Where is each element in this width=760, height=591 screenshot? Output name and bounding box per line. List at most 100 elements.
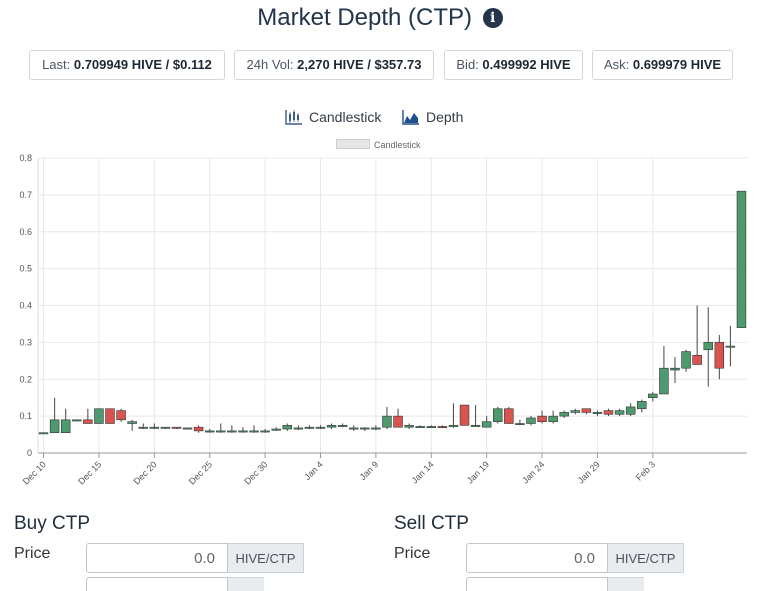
candle-body	[625, 406, 636, 415]
sell-section-title: Sell CTP	[394, 513, 469, 534]
x-tick-label: Feb 3	[634, 459, 657, 482]
candle-body	[581, 408, 592, 413]
candle-body	[493, 408, 503, 422]
x-tick-label: Jan 24	[520, 459, 546, 485]
candle-body	[60, 419, 71, 434]
buy-price-input[interactable]: 0.0	[86, 543, 228, 573]
candle-body	[304, 426, 315, 429]
candle-body	[736, 190, 747, 328]
buy-amount-input[interactable]	[86, 577, 228, 591]
y-tick-label: 0	[27, 448, 32, 458]
candle-body	[648, 393, 658, 398]
candle-body	[548, 415, 558, 422]
stat-last-price: Last: 0.709949 HIVE / $0.112	[29, 50, 225, 80]
x-tick-label: Dec 25	[187, 459, 214, 486]
candle-body	[238, 430, 248, 433]
candle-body	[448, 425, 459, 427]
candle-body	[38, 432, 49, 435]
candle-body	[614, 410, 625, 415]
stat-24h-volume: 24h Vol: 2,270 HIVE / $357.73	[234, 50, 434, 80]
candle-body	[371, 427, 381, 430]
legend-swatch	[336, 139, 370, 149]
sell-amount-unit	[608, 577, 644, 591]
candle-body	[714, 342, 725, 369]
candle-body	[393, 415, 403, 428]
candle-body	[437, 426, 448, 428]
candle-body	[216, 430, 226, 433]
candle-body	[382, 415, 392, 428]
sell-price-label: Price	[394, 545, 431, 562]
candle-body	[681, 351, 691, 369]
x-tick-label: Dec 10	[21, 459, 48, 486]
buy-amount-unit	[228, 577, 264, 591]
stat-last-value: 0.709949 HIVE / $0.112	[73, 57, 212, 72]
candle-body	[149, 426, 160, 429]
market-stats-bar: Last: 0.709949 HIVE / $0.112 24h Vol: 2,…	[0, 50, 760, 80]
candle-body	[227, 430, 237, 433]
candle-body	[603, 410, 614, 415]
chart-type-tabs: Candlestick Depth	[0, 106, 760, 128]
candle-body	[83, 419, 93, 424]
candle-body	[171, 426, 182, 429]
candle-body	[515, 423, 525, 426]
candle-body	[348, 427, 359, 430]
y-tick-label: 0.3	[19, 337, 32, 347]
candlestick-chart: 0 0.1 0.2 0.3 0.4 0.5 0.6 0.7 0.8 Dec 10 Dec 15 Dec…	[19, 153, 747, 487]
stat-ask: Ask: 0.699979 HIVE	[592, 50, 733, 80]
buy-section-title: Buy CTP	[14, 513, 91, 534]
y-tick-label: 0.8	[19, 153, 32, 163]
candle-body	[415, 426, 425, 428]
candle-body	[426, 426, 437, 428]
candle-body	[260, 430, 270, 433]
stat-bid: Bid: 0.499992 HIVE	[444, 50, 583, 80]
stat-ask-value: 0.699979 HIVE	[632, 57, 722, 72]
candle-body	[116, 410, 126, 421]
candle-body	[182, 427, 193, 430]
candle-body	[470, 425, 481, 427]
x-tick-label: Jan 29	[576, 459, 602, 485]
tab-depth-label: Depth	[426, 109, 464, 125]
y-tick-label: 0.1	[19, 411, 32, 421]
candle-body	[559, 412, 569, 417]
info-circle-icon[interactable]: i	[482, 8, 503, 28]
legend-label: Candlestick	[374, 140, 421, 150]
candle-body	[105, 408, 115, 424]
y-tick-label: 0.4	[19, 301, 32, 311]
x-tick-label: Jan 4	[302, 459, 325, 482]
candle-body	[692, 354, 702, 365]
buy-price-unit: HIVE/CTP	[228, 543, 304, 573]
sell-price-input[interactable]: 0.0	[466, 543, 608, 573]
candle-body	[637, 401, 647, 410]
stat-bid-label: Bid:	[456, 57, 483, 72]
candle-body	[404, 425, 414, 428]
candle-body	[138, 426, 148, 429]
tab-candlestick-label: Candlestick	[309, 109, 382, 125]
candle-body	[592, 412, 603, 414]
stat-last-label: Last:	[42, 57, 74, 72]
candle-body	[315, 426, 326, 429]
candle-body	[326, 425, 337, 428]
tab-depth[interactable]: Depth	[402, 106, 463, 128]
candle-body	[337, 425, 348, 427]
candle-body	[659, 367, 669, 395]
tab-candlestick[interactable]: Candlestick	[285, 106, 381, 128]
buy-price-label: Price	[14, 545, 51, 562]
candle-body	[526, 417, 536, 424]
chart-legend[interactable]: Candlestick	[336, 139, 421, 151]
stat-bid-value: 0.499992 HIVE	[482, 57, 571, 72]
y-tick-label: 0.6	[19, 227, 32, 237]
x-tick-label: Dec 15	[76, 459, 103, 486]
candle-body	[204, 430, 215, 433]
candle-body	[271, 428, 281, 431]
area-chart-icon	[402, 110, 419, 125]
sell-amount-input[interactable]	[466, 577, 608, 591]
stat-volume-value: 2,270 HIVE / $357.73	[297, 57, 422, 72]
candle-body	[570, 410, 581, 413]
candle-body	[72, 419, 82, 422]
candle-body	[49, 419, 60, 434]
candle-body	[160, 426, 171, 429]
y-tick-label: 0.7	[19, 190, 32, 200]
candle-body	[481, 421, 492, 428]
x-tick-label: Jan 14	[410, 459, 436, 485]
sell-price-unit: HIVE/CTP	[608, 543, 684, 573]
